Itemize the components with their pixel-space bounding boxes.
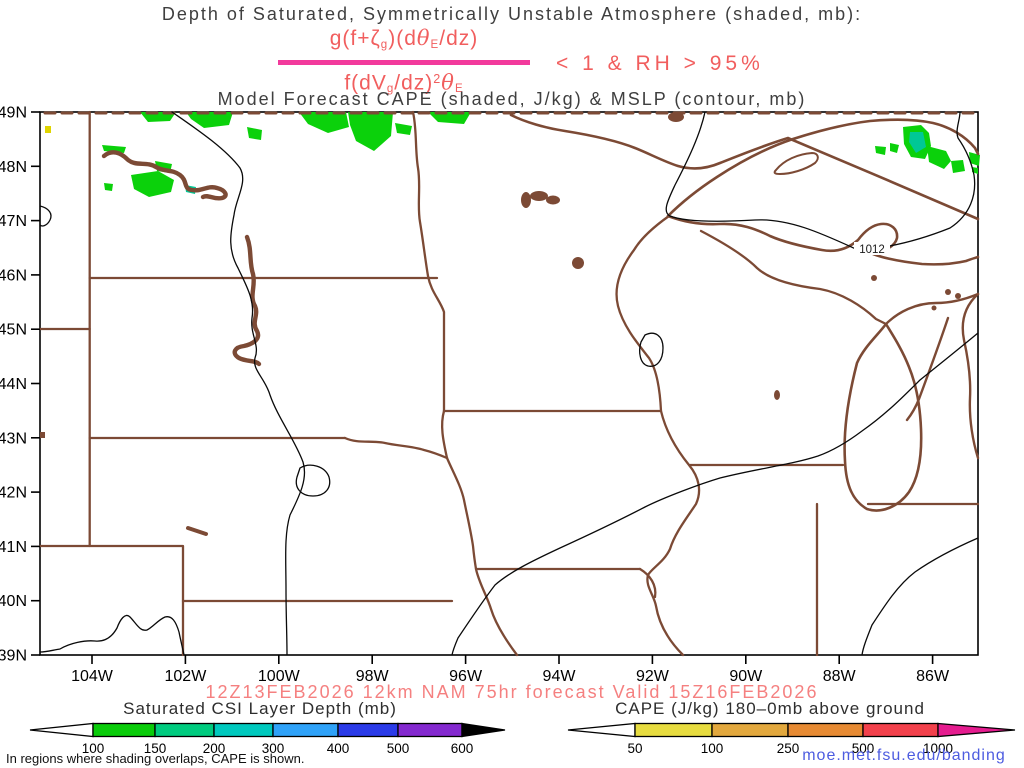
csi-colorbar-tick-label: 400 — [327, 741, 350, 756]
csi-colorbar: 100 150 200 300 400 500 600 — [29, 722, 506, 756]
lon-tick-label: 94W — [543, 668, 577, 685]
formula-condition: < 1 & RH > 95% — [556, 52, 764, 76]
formula-denominator: f(dVg/dz)2θE — [344, 70, 464, 96]
csi-colorbar-segment — [272, 722, 339, 738]
lon-tick-label: 92W — [636, 668, 670, 685]
csi-colorbar-overflow-arrow — [461, 722, 506, 738]
state-borders — [38, 110, 980, 657]
isobar-value-label: 1012 — [859, 244, 885, 256]
lat-tick-label: 44N — [0, 376, 27, 393]
lon-tick-label: 86W — [916, 668, 950, 685]
formula-numerator: g(f+ζg)(dθE/dz) — [329, 26, 479, 51]
lat-tick-label: 43N — [0, 430, 27, 447]
mslp-contours — [39, 111, 979, 656]
lat-tick-label: 42N — [0, 485, 27, 502]
cape-shading — [45, 126, 51, 133]
cape-colorbar-tick-label: 500 — [852, 741, 875, 756]
csi-colorbar-left-arrow — [29, 722, 94, 738]
csi-shading — [102, 112, 980, 197]
cape-colorbar-left-arrow — [567, 722, 636, 738]
cape-colorbar-segment — [862, 722, 939, 738]
csi-colorbar-tick-label: 500 — [387, 741, 410, 756]
lat-tick-label: 47N — [0, 213, 27, 230]
fraction-bar — [278, 59, 530, 65]
lon-tick-label: 90W — [729, 668, 763, 685]
forecast-valid-line: 12Z13FEB2026 12km NAM 75hr forecast Vali… — [205, 682, 819, 702]
csi-formula: g(f+ζg)(dθE/dz) f(dVg/dz)2θE < 1 & RH > … — [278, 26, 764, 102]
csi-legend-title: Saturated CSI Layer Depth (mb) — [123, 699, 397, 718]
cape-colorbar-segment — [787, 722, 864, 738]
cape-colorbar-tick-label: 1000 — [923, 741, 953, 756]
csi-colorbar-tick-label: 100 — [82, 741, 105, 756]
lat-axis: 49N 48N 47N 46N 45N 44N 43N 42N 41N 40N 39N — [0, 105, 40, 665]
lat-tick-label: 48N — [0, 159, 27, 176]
lon-tick-label: 100W — [258, 668, 301, 685]
csi-colorbar-segment — [337, 722, 399, 738]
cape-legend-title: CAPE (J/kg) 180–0mb above ground — [615, 699, 925, 718]
lon-tick-label: 98W — [356, 668, 390, 685]
cape-colorbar-segment — [711, 722, 789, 738]
lon-tick-label: 96W — [449, 668, 483, 685]
overlap-note: In regions where shading overlaps, CAPE … — [6, 751, 305, 766]
cape-colorbar-overflow-arrow — [937, 722, 1016, 738]
contour-label-1012: 1012 — [854, 242, 890, 256]
cape-colorbar-tick-label: 100 — [701, 741, 724, 756]
lat-tick-label: 46N — [0, 267, 27, 284]
page-subtitle: Model Forecast CAPE (shaded, J/kg) & MSL… — [217, 89, 807, 109]
cape-colorbar-tick-label: 250 — [777, 741, 800, 756]
cape-colorbar-tick-label: 50 — [627, 741, 642, 756]
csi-colorbar-tick-label: 600 — [451, 741, 474, 756]
lakes-rivers — [40, 112, 980, 536]
csi-colorbar-segment — [92, 722, 156, 738]
formula-fraction: g(f+ζg)(dθE/dz) f(dVg/dz)2θE — [278, 26, 530, 102]
lon-tick-label: 88W — [823, 668, 857, 685]
csi-colorbar-segment — [397, 722, 463, 738]
lat-tick-label: 40N — [0, 593, 27, 610]
cape-colorbar: 50 100 250 500 1000 — [567, 722, 1016, 756]
lat-tick-label: 45N — [0, 322, 27, 339]
csi-colorbar-segment — [213, 722, 274, 738]
cape-colorbar-segment — [634, 722, 713, 738]
canada-border — [43, 111, 980, 221]
map-frame — [39, 111, 979, 656]
lat-tick-label: 41N — [0, 539, 27, 556]
csi-colorbar-tick-label: 150 — [144, 741, 167, 756]
csi-colorbar-tick-label: 200 — [203, 741, 226, 756]
csi-colorbar-segment — [154, 722, 215, 738]
lat-tick-label: 49N — [0, 105, 27, 122]
lat-tick-label: 39N — [0, 648, 27, 665]
page-title: Depth of Saturated, Symmetrically Unstab… — [161, 4, 863, 24]
lon-axis: 104W 102W 100W 98W 96W 94W 92W 90W 88W 86W — [71, 655, 950, 685]
source-url-link[interactable]: moe.met.fsu.edu/banding — [802, 747, 1006, 764]
csi-colorbar-tick-label: 300 — [262, 741, 285, 756]
lon-tick-label: 102W — [165, 668, 208, 685]
lon-tick-label: 104W — [71, 668, 114, 685]
